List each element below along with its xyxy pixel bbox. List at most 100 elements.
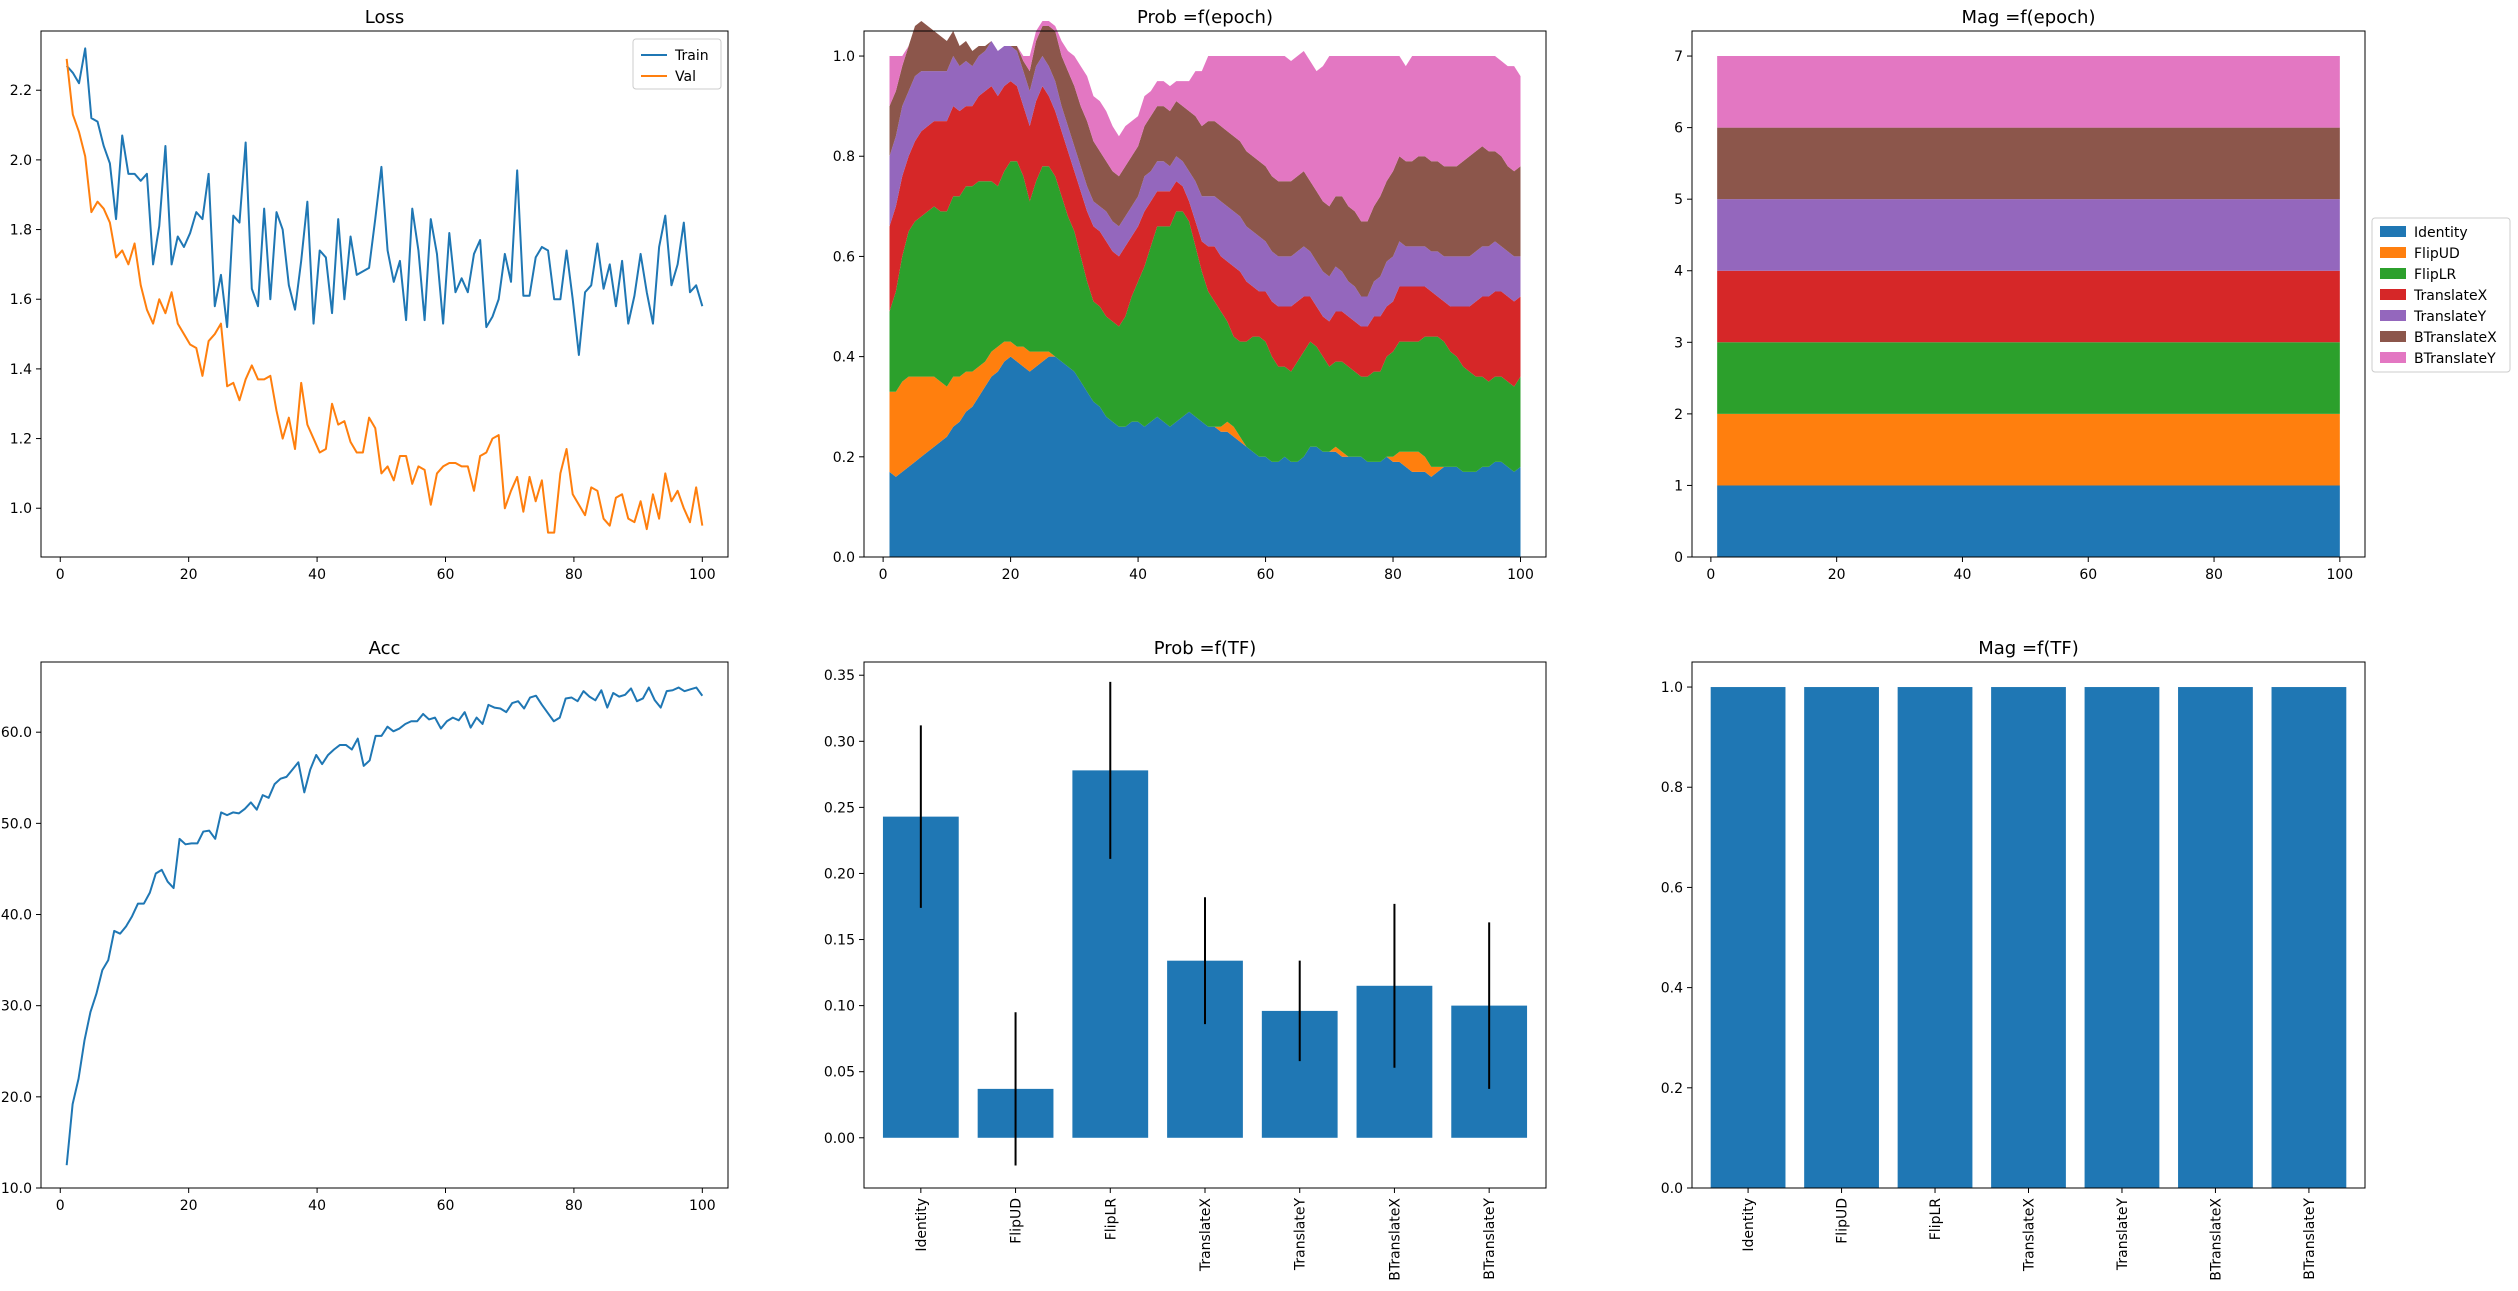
x-tick-label: Identity bbox=[914, 1198, 930, 1252]
y-tick-label: 60.0 bbox=[1, 725, 32, 741]
y-tick-label: 1.0 bbox=[1661, 680, 1683, 696]
y-tick-label: 0.2 bbox=[833, 450, 855, 466]
x-tick-label: 0 bbox=[56, 567, 65, 583]
y-tick-label: 0.0 bbox=[833, 550, 855, 566]
x-tick-label: FlipUD bbox=[1009, 1198, 1025, 1244]
x-tick-label: 80 bbox=[2205, 567, 2223, 583]
y-tick-label: 4 bbox=[1674, 264, 1683, 280]
legend-swatch bbox=[2380, 268, 2406, 279]
legend-label: TranslateX bbox=[2413, 288, 2488, 304]
legend: Train Val bbox=[632, 38, 722, 90]
legend-swatch bbox=[2380, 289, 2406, 300]
x-tick-label: BTranslateX bbox=[1387, 1198, 1403, 1281]
y-tick-label: 0.20 bbox=[824, 866, 855, 882]
bar-identity bbox=[1710, 687, 1786, 1188]
x-tick-label: 20 bbox=[180, 567, 198, 583]
chart-title: Mag =f(TF) bbox=[1978, 638, 2079, 659]
x-tick-label: 0 bbox=[1706, 567, 1715, 583]
y-tick-label: 1.6 bbox=[10, 292, 32, 308]
y-tick-label: 0.8 bbox=[833, 149, 855, 165]
chart-loss: Loss 1.0 1.2 1.4 1.6 1.8 2.0 2.2 0 20 40 60 80 100 Tra… bbox=[10, 7, 729, 583]
x-tick-label: 60 bbox=[1257, 567, 1275, 583]
x-tick-label: TranslateY bbox=[2115, 1198, 2131, 1272]
series-line-val bbox=[65, 58, 704, 534]
y-tick-label: 0.25 bbox=[824, 800, 855, 816]
y-tick-label: 1 bbox=[1674, 478, 1683, 494]
x-tick-label: 60 bbox=[437, 1198, 455, 1214]
y-tick-label: 0.4 bbox=[833, 350, 855, 366]
x-tick-label: BTranslateY bbox=[2302, 1198, 2318, 1280]
chart-mag-epoch: Mag =f(epoch) 0 1 2 3 4 5 6 7 0 20 40 60 80 100 Identit… bbox=[1674, 7, 2511, 583]
series-line-train bbox=[65, 47, 704, 356]
x-tick-label: 80 bbox=[1384, 567, 1402, 583]
area-btranslatey bbox=[1717, 56, 2340, 128]
x-tick-label: 100 bbox=[2326, 567, 2353, 583]
y-tick-label: 2.0 bbox=[10, 153, 32, 169]
bar-btranslatex bbox=[2178, 687, 2253, 1188]
bar-btranslatey bbox=[2271, 687, 2347, 1188]
y-tick-label: 20.0 bbox=[1, 1090, 32, 1106]
axes-frame bbox=[1691, 30, 2366, 558]
x-tick-label: 40 bbox=[308, 567, 326, 583]
y-tick-label: 0.15 bbox=[824, 933, 855, 949]
y-tick-label: 10.0 bbox=[1, 1181, 32, 1197]
x-tick-label: 100 bbox=[689, 567, 716, 583]
legend-label: Train bbox=[674, 48, 709, 64]
y-tick-label: 0.0 bbox=[1661, 1181, 1683, 1197]
y-tick-label: 2 bbox=[1674, 407, 1683, 423]
x-tick-label: 40 bbox=[308, 1198, 326, 1214]
x-tick-label: 0 bbox=[56, 1198, 65, 1214]
y-tick-label: 5 bbox=[1674, 192, 1683, 208]
area-fliplr bbox=[1717, 342, 2340, 414]
chart-title: Prob =f(epoch) bbox=[1137, 7, 1273, 28]
axes-frame bbox=[40, 30, 729, 558]
area-translatex bbox=[889, 81, 1521, 387]
bar-fliplr bbox=[1897, 687, 1973, 1188]
x-tick-label: TranslateY bbox=[1293, 1198, 1309, 1272]
x-tick-label: FlipLR bbox=[1103, 1198, 1119, 1241]
x-tick-label: 60 bbox=[2079, 567, 2097, 583]
x-tick-label: TranslateX bbox=[2022, 1198, 2038, 1273]
x-tick-label: BTranslateX bbox=[2208, 1198, 2224, 1281]
area-flipud bbox=[1717, 413, 2340, 486]
chart-acc: Acc 10.0 20.0 30.0 40.0 50.0 60.0 0 20 40 60 80 100 bbox=[1, 638, 729, 1214]
area-translatey bbox=[889, 41, 1521, 327]
chart-title: Acc bbox=[369, 638, 401, 659]
x-tick-label: 40 bbox=[1954, 567, 1972, 583]
legend: Identity FlipUD FlipLR TranslateX TranslateY… bbox=[2371, 217, 2511, 373]
x-tick-label: 100 bbox=[1507, 567, 1534, 583]
area-translatex bbox=[1717, 270, 2340, 343]
y-tick-label: 1.0 bbox=[10, 501, 32, 517]
y-tick-label: 1.4 bbox=[10, 362, 32, 378]
y-tick-label: 3 bbox=[1674, 335, 1683, 351]
x-tick-label: 20 bbox=[1002, 567, 1020, 583]
y-tick-label: 6 bbox=[1674, 121, 1683, 137]
x-tick-label: 80 bbox=[565, 1198, 583, 1214]
y-tick-label: 1.2 bbox=[10, 432, 32, 448]
y-tick-label: 7 bbox=[1674, 49, 1683, 65]
x-tick-label: 60 bbox=[437, 567, 455, 583]
chart-prob-epoch: Prob =f(epoch) 0.0 0.2 0.4 0.6 0.8 1.0 0 20 40 60 8… bbox=[833, 7, 1547, 583]
x-tick-label: TranslateX bbox=[1198, 1198, 1214, 1273]
legend-box bbox=[2371, 217, 2511, 373]
y-tick-label: 0.8 bbox=[1661, 780, 1683, 796]
legend-swatch bbox=[2380, 310, 2406, 321]
area-fliplr bbox=[889, 161, 1521, 472]
area-translatey bbox=[1717, 199, 2340, 271]
legend-swatch bbox=[2380, 331, 2406, 342]
legend-label: Val bbox=[675, 69, 696, 85]
chart-title: Loss bbox=[365, 7, 404, 28]
y-tick-label: 0.6 bbox=[1661, 880, 1683, 896]
y-tick-label: 0.2 bbox=[1661, 1081, 1683, 1097]
legend-label: FlipUD bbox=[2414, 246, 2460, 262]
x-tick-label: 80 bbox=[565, 567, 583, 583]
axes-frame bbox=[863, 30, 1547, 558]
y-tick-label: 1.8 bbox=[10, 223, 32, 239]
area-btranslatey bbox=[889, 20, 1521, 222]
chart-prob-tf: Prob =f(TF) 0.00 0.05 0.10 0.15 0.20 0.25 0.30 0… bbox=[824, 638, 1547, 1281]
legend-label: Identity bbox=[2414, 225, 2468, 241]
x-tick-label: 20 bbox=[180, 1198, 198, 1214]
y-tick-label: 0.05 bbox=[824, 1065, 855, 1081]
